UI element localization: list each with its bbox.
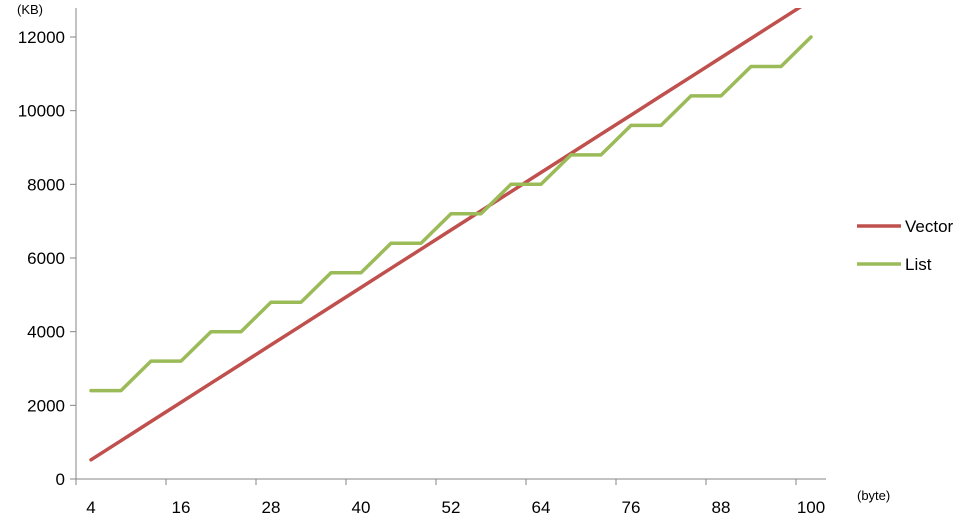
series-layer (89, 8, 813, 462)
series-line-list (89, 35, 813, 393)
legend-label-list: List (905, 255, 932, 274)
x-axis-label: (byte) (857, 488, 890, 503)
y-tick-label: 12000 (18, 28, 65, 47)
legend-label-vector: Vector (905, 217, 954, 236)
y-axis-label: (KB) (17, 2, 43, 17)
x-tick-label: 52 (442, 498, 461, 516)
legend: Vector List (857, 217, 954, 274)
x-tick-label: 76 (622, 498, 641, 516)
y-tick-label: 10000 (18, 102, 65, 121)
y-tick-label: 2000 (27, 396, 65, 415)
x-tick-label: 40 (352, 498, 371, 516)
x-tick-label: 88 (712, 498, 731, 516)
x-tick-label: 100 (797, 498, 825, 516)
x-axis-ticks: 4 16 28 40 52 64 76 88 100 (75, 479, 825, 516)
x-tick-label: 28 (262, 498, 281, 516)
x-tick-label: 4 (86, 498, 95, 516)
y-tick-label: 0 (56, 470, 65, 489)
x-tick-label: 16 (172, 498, 191, 516)
axes (75, 8, 826, 480)
y-axis-ticks: 0 2000 4000 6000 8000 10000 12000 (18, 28, 76, 489)
y-tick-label: 4000 (27, 323, 65, 342)
y-tick-label: 8000 (27, 175, 65, 194)
x-tick-label: 64 (532, 498, 551, 516)
y-tick-label: 6000 (27, 249, 65, 268)
series-line-vector (89, 8, 803, 462)
